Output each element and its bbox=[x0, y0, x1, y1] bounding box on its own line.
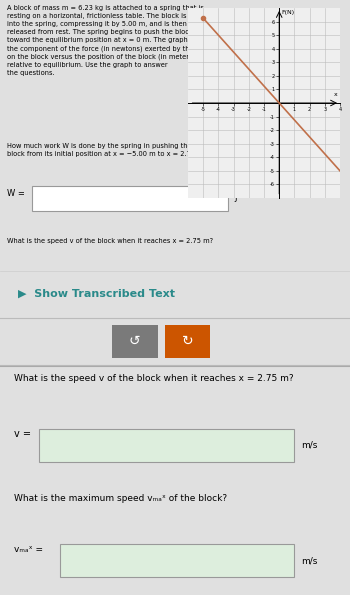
Text: ↺: ↺ bbox=[129, 334, 141, 347]
FancyBboxPatch shape bbox=[38, 430, 294, 462]
Text: A block of mass m = 6.23 kg is attached to a spring that is
resting on a horizon: A block of mass m = 6.23 kg is attached … bbox=[7, 5, 217, 76]
Text: vₘₐˣ =: vₘₐˣ = bbox=[14, 544, 43, 553]
Text: x: x bbox=[334, 92, 338, 97]
Text: What is the speed v of the block when it reaches x = 2.75 m?: What is the speed v of the block when it… bbox=[7, 237, 213, 243]
FancyBboxPatch shape bbox=[60, 544, 294, 577]
Text: How much work W is done by the spring in pushing the
block from its initial posi: How much work W is done by the spring in… bbox=[7, 143, 207, 157]
Text: v =: v = bbox=[14, 429, 31, 439]
Text: What is the speed v of the block when it reaches x = 2.75 m?: What is the speed v of the block when it… bbox=[14, 374, 294, 383]
Text: m/s: m/s bbox=[301, 556, 317, 565]
Text: F(N): F(N) bbox=[281, 10, 295, 15]
Text: m/s: m/s bbox=[301, 441, 317, 450]
FancyBboxPatch shape bbox=[32, 186, 228, 211]
Text: J: J bbox=[234, 193, 237, 202]
FancyBboxPatch shape bbox=[164, 325, 210, 358]
FancyBboxPatch shape bbox=[112, 325, 158, 358]
Text: ↻: ↻ bbox=[181, 334, 193, 347]
Text: W =: W = bbox=[7, 189, 25, 198]
Text: ▶  Show Transcribed Text: ▶ Show Transcribed Text bbox=[18, 289, 175, 299]
Text: What is the maximum speed vₘₐˣ of the block?: What is the maximum speed vₘₐˣ of the bl… bbox=[14, 494, 227, 503]
